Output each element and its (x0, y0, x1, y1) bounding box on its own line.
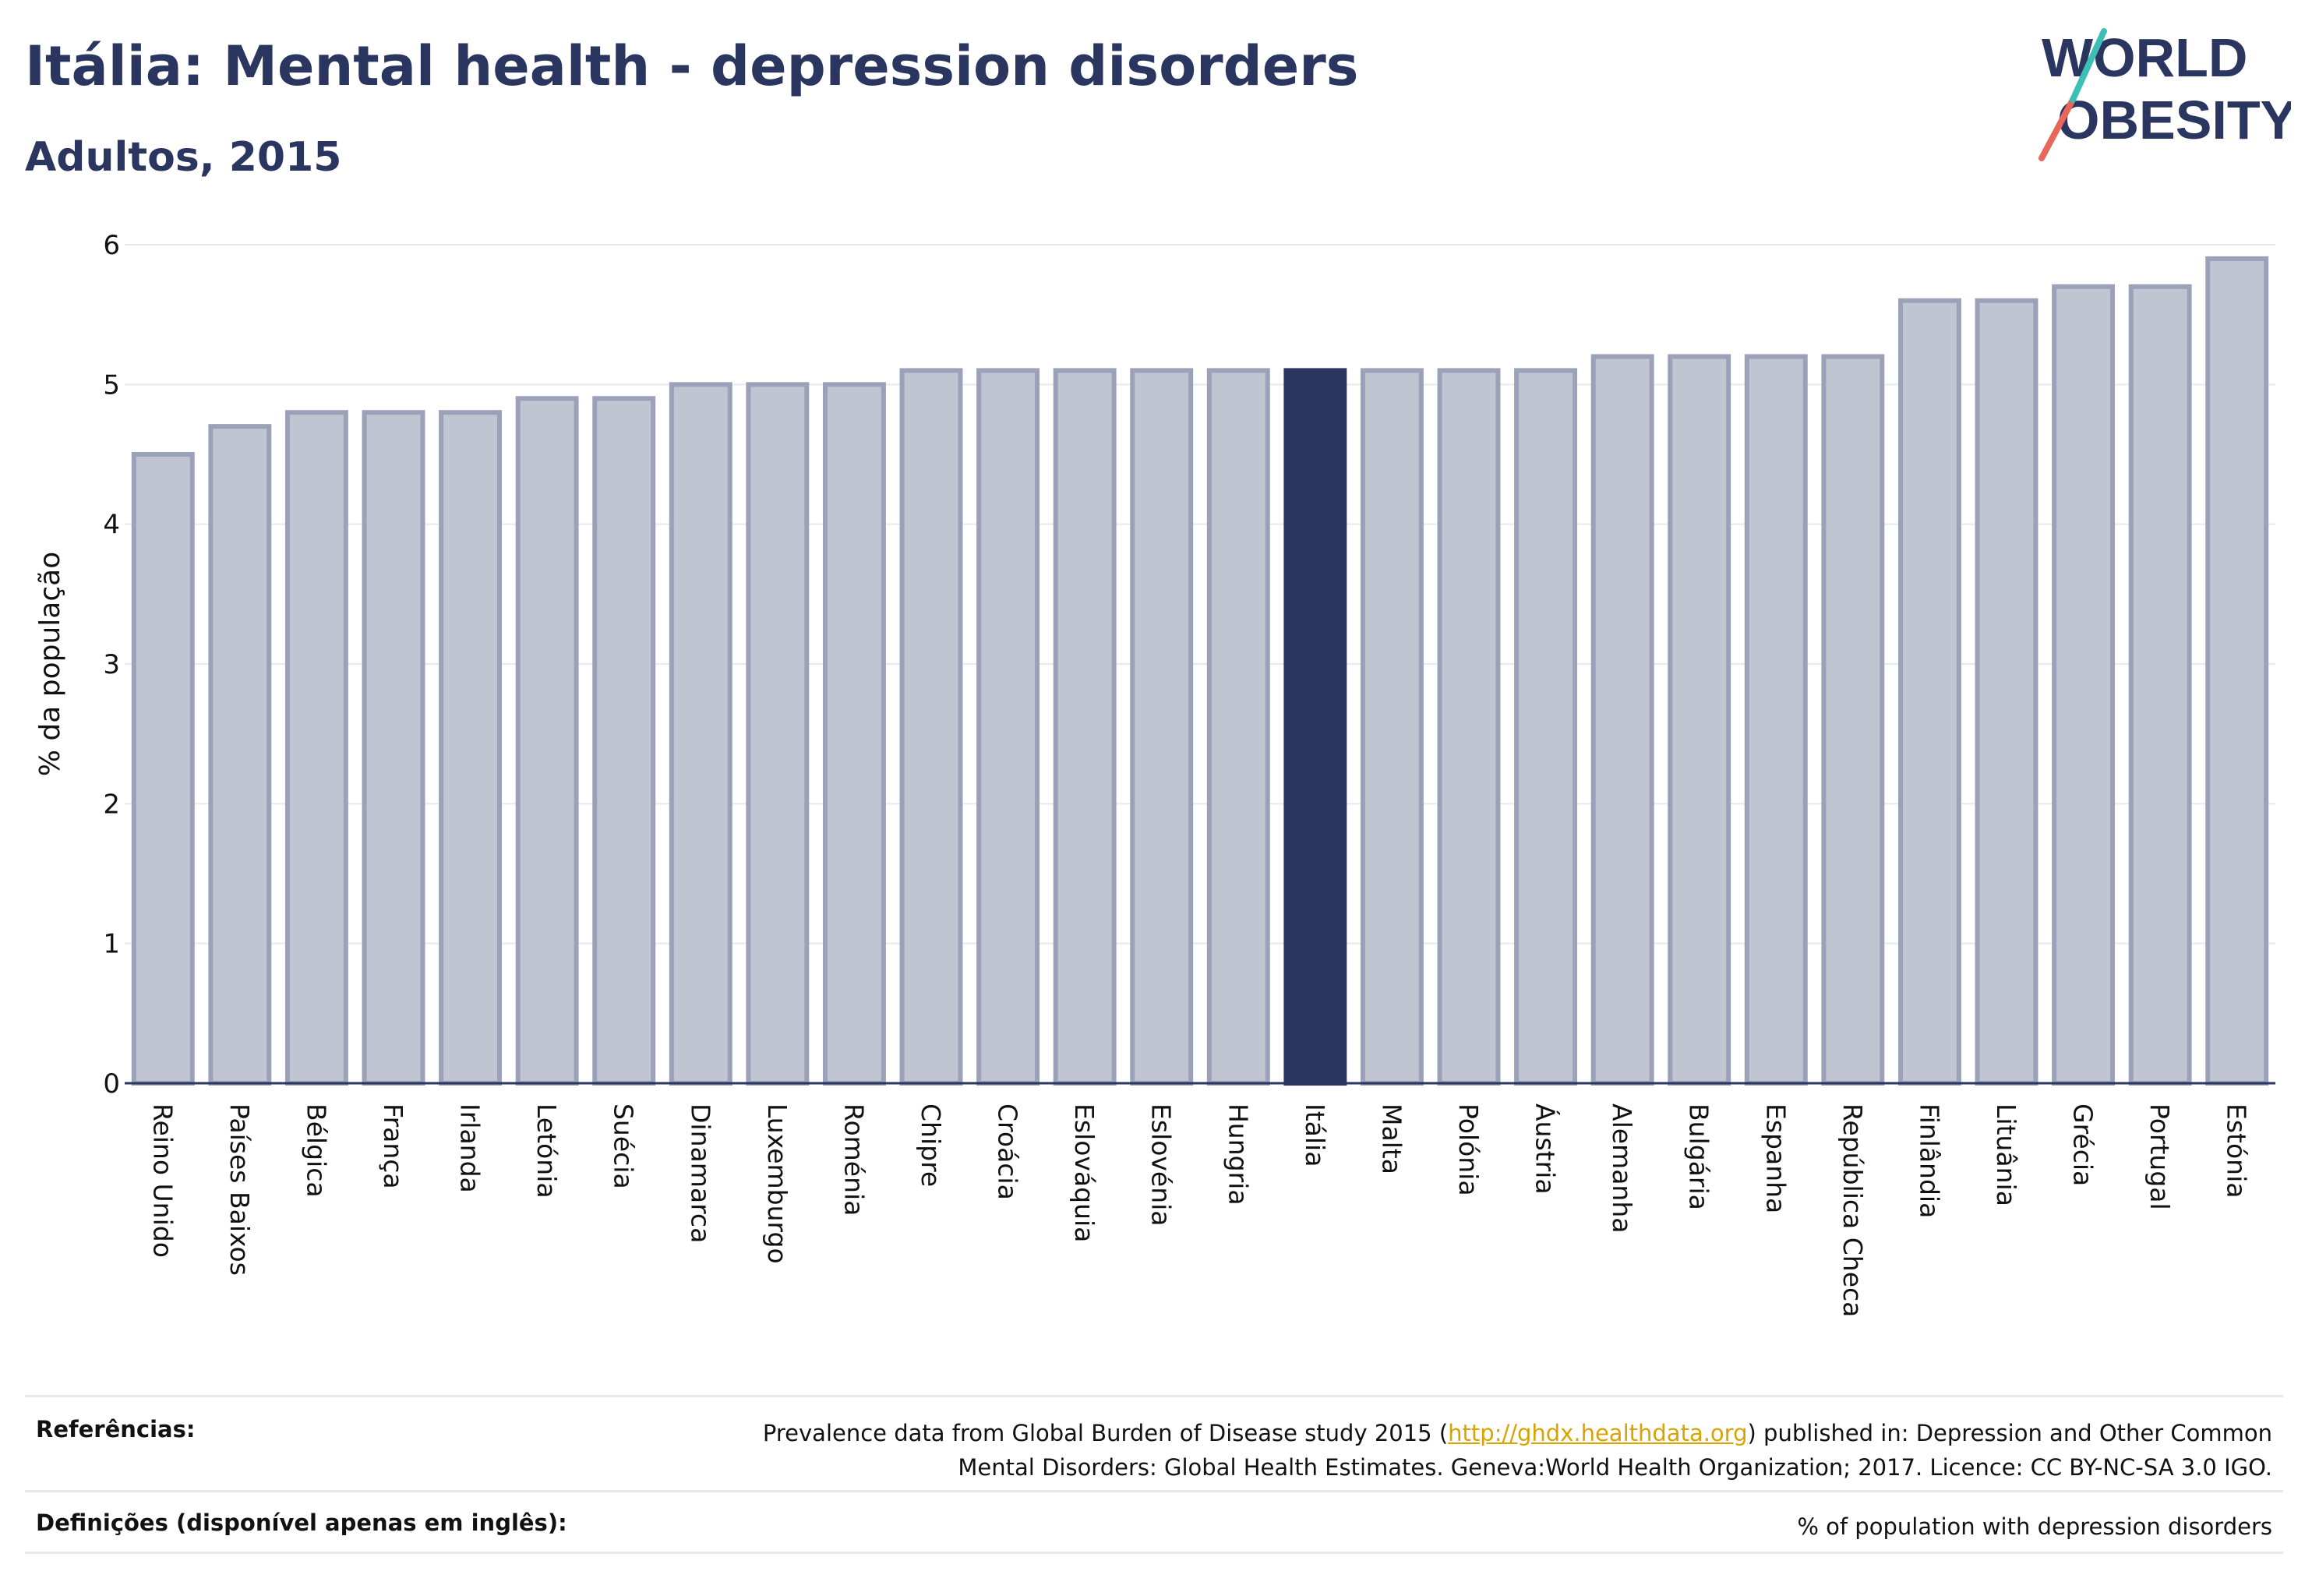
references-row: Referências: Prevalence data from Global… (25, 1395, 2283, 1490)
svg-text:OBESITY: OBESITY (2057, 90, 2291, 150)
x-tick-label: Portugal (2144, 1103, 2175, 1210)
y-tick-label: 6 (103, 230, 120, 261)
x-tick-label: Polónia (1453, 1103, 1484, 1196)
bar (2128, 284, 2192, 1086)
bar (822, 382, 886, 1086)
x-tick-label: Finlândia (1914, 1103, 1944, 1218)
x-tick-label: Malta (1376, 1103, 1407, 1174)
page-title: Itália: Mental health - depression disor… (25, 34, 1359, 98)
bar (1668, 354, 1731, 1086)
definitions-label: Definições (disponível apenas em inglês)… (36, 1509, 567, 1536)
references-text-line2: Mental Disorders: Global Health Estimate… (958, 1454, 2272, 1481)
bar (1897, 298, 1961, 1086)
x-tick-label: Croácia (993, 1103, 1023, 1200)
page-subtitle: Adultos, 2015 (25, 134, 342, 181)
bar (592, 396, 656, 1086)
bar (899, 368, 963, 1086)
bar (669, 382, 732, 1086)
x-tick-label: Alemanha (1607, 1103, 1637, 1233)
bar (515, 396, 579, 1086)
x-tick-label: Lituânia (1991, 1103, 2021, 1206)
bar (1821, 354, 1885, 1086)
bar (1514, 368, 1578, 1086)
x-tick-label: Luxemburgo (762, 1103, 792, 1264)
x-tick-label: Bélgica (301, 1103, 331, 1198)
x-tick-label: Áustria (1530, 1103, 1562, 1195)
x-tick-label: Eslováquia (1069, 1103, 1100, 1242)
x-tick-label: Espanha (1760, 1103, 1791, 1213)
references-label: Referências: (36, 1416, 196, 1442)
bar (1975, 298, 2038, 1086)
bar (362, 410, 425, 1086)
x-axis-labels: Reino Unido Países Baixos Bélgica França Irl… (147, 1103, 2251, 1317)
bar (746, 382, 810, 1086)
bar (131, 452, 195, 1086)
x-tick-label: República Checa (1837, 1103, 1868, 1317)
references-link[interactable]: http://ghdx.healthdata.org (1448, 1420, 1748, 1446)
x-tick-label: Estónia (2222, 1103, 2252, 1198)
bar (976, 368, 1040, 1086)
bar (284, 410, 348, 1086)
bar (1360, 368, 1424, 1086)
bar (208, 424, 272, 1086)
bar (1206, 368, 1270, 1086)
references-text-part1: Prevalence data from Global Burden of Di… (762, 1420, 1449, 1446)
y-tick-label: 0 (103, 1068, 120, 1100)
x-tick-label: Letónia (531, 1103, 562, 1199)
svg-text:WORLD: WORLD (2042, 27, 2247, 88)
x-tick-label: Hungria (1223, 1103, 1253, 1206)
y-tick-label: 4 (103, 510, 120, 541)
y-axis-label: % da população (34, 552, 66, 777)
y-tick-label: 2 (103, 789, 120, 820)
x-tick-label: Chipre (916, 1103, 946, 1187)
references-text: Prevalence data from Global Burden of Di… (763, 1416, 2283, 1485)
x-tick-label: Roménia (838, 1103, 869, 1216)
bar (1130, 368, 1194, 1086)
y-axis-ticks: 0 1 2 3 4 5 6 (103, 230, 120, 1100)
x-tick-label: Irlanda (455, 1103, 485, 1193)
bar (1744, 354, 1808, 1086)
x-tick-label: Dinamarca (685, 1103, 715, 1243)
x-tick-label: Itália (1300, 1103, 1330, 1167)
x-tick-label: Eslovénia (1146, 1103, 1177, 1227)
x-tick-label: Reino Unido (147, 1103, 178, 1258)
bar (1590, 354, 1654, 1086)
y-tick-label: 1 (103, 929, 120, 960)
definitions-row: Definições (disponível apenas em inglês)… (25, 1490, 2283, 1554)
bars (131, 256, 2269, 1086)
bar (2052, 284, 2116, 1086)
x-tick-label: Grécia (2068, 1103, 2099, 1186)
bar-chart: 0 1 2 3 4 5 6 Reino Unido Países Baixos Bélgica F… (34, 230, 2275, 1317)
bar (439, 410, 503, 1086)
definitions-text: % of population with depression disorder… (1797, 1513, 2272, 1540)
x-tick-label: Países Baixos (224, 1103, 255, 1276)
chart-footer: Referências: Prevalence data from Global… (25, 1395, 2283, 1554)
world-obesity-logo: WORLD OBESITY (2038, 27, 2291, 161)
bar (2205, 256, 2269, 1086)
references-text-part2: ) published in: Depression and Other Com… (1747, 1420, 2273, 1446)
bar (1053, 368, 1117, 1086)
y-tick-label: 5 (103, 369, 120, 401)
x-tick-label: Suécia (609, 1103, 639, 1189)
x-tick-label: Bulgária (1684, 1103, 1714, 1210)
bar-highlighted (1283, 368, 1347, 1086)
y-tick-label: 3 (103, 649, 120, 680)
bar (1437, 368, 1501, 1086)
x-tick-label: França (378, 1103, 408, 1189)
